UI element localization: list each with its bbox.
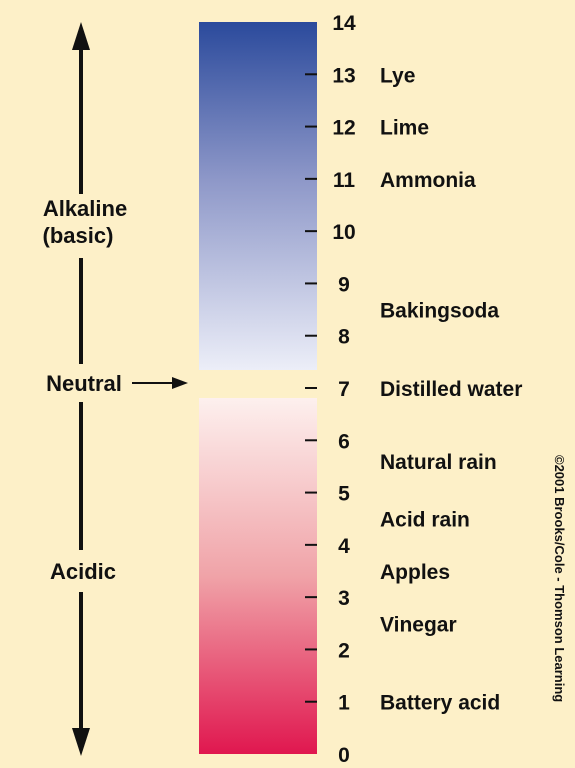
substance-label: Ammonia xyxy=(380,169,476,192)
substance-labels: Lye Lime Ammonia Bakingsoda Distilled water N… xyxy=(380,64,522,714)
substance-label: Natural rain xyxy=(380,451,497,474)
alkaline-label: Alkaline xyxy=(43,196,127,221)
tick-label: 2 xyxy=(338,639,350,662)
arrow-up-icon xyxy=(72,22,90,50)
tick-label: 5 xyxy=(338,483,350,506)
tick-label: 12 xyxy=(332,117,355,140)
basic-label: (basic) xyxy=(43,223,114,248)
substance-label: Distilled water xyxy=(380,378,522,401)
arrow-right-icon xyxy=(172,377,188,389)
tick-label: 8 xyxy=(338,326,350,349)
tick-label: 10 xyxy=(332,221,355,244)
neutral-pointer-arrow xyxy=(132,377,188,389)
ph-direction-arrow xyxy=(72,22,90,756)
tick-label: 14 xyxy=(332,12,356,35)
alkaline-bar xyxy=(199,22,317,370)
tick-label: 7 xyxy=(338,378,350,401)
substance-label: Lye xyxy=(380,64,415,87)
tick-label: 4 xyxy=(338,535,350,558)
substance-label: Apples xyxy=(380,561,450,584)
tick-label: 1 xyxy=(338,692,350,715)
tick-label: 11 xyxy=(333,169,356,192)
tick-label: 3 xyxy=(338,587,350,610)
tick-label: 0 xyxy=(338,744,350,767)
substance-label: Vinegar xyxy=(380,613,457,636)
tick-label: 9 xyxy=(338,273,350,296)
neutral-band xyxy=(199,370,317,398)
substance-label: Lime xyxy=(380,117,429,140)
arrow-down-icon xyxy=(72,728,90,756)
copyright-credit: ©2001 Brooks/Cole - Thomson Learning xyxy=(552,455,567,702)
acidic-bar xyxy=(199,398,317,754)
substance-label: Battery acid xyxy=(380,692,500,715)
substance-label: Bakingsoda xyxy=(380,300,499,323)
tick-label: 6 xyxy=(338,430,350,453)
tick-label: 13 xyxy=(332,64,355,87)
neutral-label: Neutral xyxy=(46,371,122,396)
substance-label: Acid rain xyxy=(380,509,470,532)
acidic-label: Acidic xyxy=(50,559,116,584)
